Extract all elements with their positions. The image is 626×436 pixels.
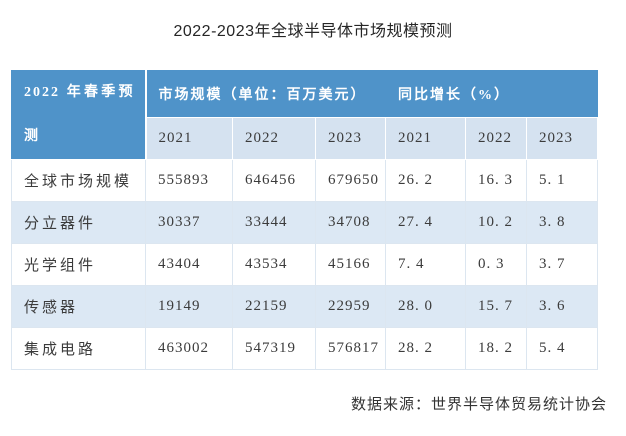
year-header-cell: 2021 [385,117,467,160]
table-cell: 10. 2 [465,201,528,244]
table-cell: 19149 [145,285,233,328]
table-cell: 27. 4 [385,201,467,244]
forecast-table: 2022 年春季预测 市场规模（单位：百万美元） 同比增长（%） 2021 20… [11,69,599,370]
table-cell: 34708 [314,201,387,244]
year-header-cell: 2021 [145,117,233,160]
table-cell: 45166 [314,243,387,286]
table-cell: 28. 0 [385,285,467,328]
table-cell: 3. 6 [526,285,599,328]
row-label: 传感器 [11,285,146,328]
table-cell: 3. 8 [526,201,599,244]
row-label: 集成电路 [11,327,146,370]
table-cell: 555893 [145,159,233,202]
row-label: 光学组件 [11,243,146,286]
table-cell: 43534 [232,243,316,286]
table-cell: 28. 2 [385,327,467,370]
year-header-cell: 2023 [526,117,599,160]
table-cell: 22159 [232,285,316,328]
table-cell: 18. 2 [465,327,528,370]
table-cell: 646456 [232,159,316,202]
corner-header-cell: 2022 年春季预测 [11,70,147,160]
table-cell: 463002 [145,327,233,370]
row-label: 全球市场规模 [11,159,146,202]
table-cell: 16. 3 [465,159,528,202]
table-cell: 22959 [314,285,387,328]
year-header-cell: 2022 [465,117,528,160]
table-group-header-row: 2022 年春季预测 市场规模（单位：百万美元） 同比增长（%） [11,69,599,160]
table-cell: 26. 2 [385,159,467,202]
table-cell: 547319 [232,327,316,370]
year-header-cell: 2022 [232,117,316,160]
table-row-global-market: 全球市场规模 555893 646456 679650 26. 2 16. 3 … [11,159,599,202]
page-title: 2022-2023年全球半导体市场规模预测 [173,23,453,40]
table-cell: 5. 4 [526,327,599,370]
group-header-yoy-growth: 同比增长（%） [385,69,599,119]
table-cell: 576817 [314,327,387,370]
table-cell: 33444 [232,201,316,244]
table-cell: 15. 7 [465,285,528,328]
year-header-cell: 2023 [314,117,387,160]
row-label: 分立器件 [11,201,146,244]
table-cell: 7. 4 [385,243,467,286]
table-cell: 5. 1 [526,159,599,202]
table-row-integrated-circuits: 集成电路 463002 547319 576817 28. 2 18. 2 5.… [11,327,599,370]
group-header-market-size: 市场规模（单位：百万美元） [144,69,387,119]
table-row-sensors: 传感器 19149 22159 22959 28. 0 15. 7 3. 6 [11,285,599,328]
table-cell: 3. 7 [526,243,599,286]
table-cell: 0. 3 [465,243,528,286]
table-cell: 30337 [145,201,233,244]
table-row-discrete-devices: 分立器件 30337 33444 34708 27. 4 10. 2 3. 8 [11,201,599,244]
table-cell: 43404 [145,243,233,286]
table-year-header-row: 2021 2022 2023 2021 2022 2023 [12,117,599,160]
table-cell: 679650 [314,159,387,202]
data-source-note: 数据来源：世界半导体贸易统计协会 [350,396,607,413]
table-row-optical-components: 光学组件 43404 43534 45166 7. 4 0. 3 3. 7 [11,243,599,286]
